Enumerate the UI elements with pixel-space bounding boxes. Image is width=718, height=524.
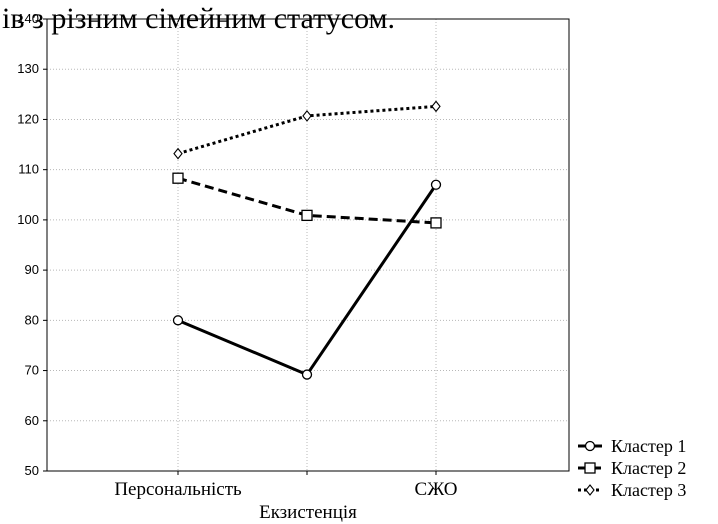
- y-tick-label: 140: [17, 11, 39, 26]
- x-axis-title: Екзистенція: [259, 502, 357, 523]
- legend-label: Кластер 3: [611, 480, 686, 500]
- y-tick-label: 110: [18, 162, 39, 177]
- series: [172, 100, 442, 380]
- y-tick-label: 80: [25, 312, 39, 327]
- x-tick-label: СЖО: [415, 479, 458, 500]
- data-point-series-1: [430, 179, 442, 190]
- data-point-series-3: [173, 147, 183, 160]
- legend-swatch-marker: [585, 484, 595, 496]
- legend-label: Кластер 1: [611, 436, 686, 456]
- data-point-series-2: [301, 209, 313, 222]
- x-axis: Персональність СЖО: [114, 471, 457, 500]
- plot-area: [46, 18, 570, 472]
- y-tick-label: 70: [25, 363, 39, 378]
- data-point-series-2: [172, 172, 184, 184]
- legend-swatch-marker: [584, 440, 596, 452]
- y-tick-label: 60: [25, 413, 39, 428]
- grid: [47, 19, 569, 471]
- data-point-series-1: [172, 315, 184, 326]
- y-tick-label: 100: [17, 212, 39, 227]
- y-tick-label: 130: [17, 61, 39, 76]
- legend-swatch-marker: [584, 462, 596, 474]
- legend-label: Кластер 2: [611, 458, 686, 478]
- data-point-series-3: [431, 100, 441, 113]
- data-point-series-1: [301, 369, 313, 380]
- data-point-series-2: [430, 217, 442, 229]
- data-point-series-3: [302, 110, 312, 122]
- y-tick-label: 120: [17, 111, 39, 126]
- y-axis: 50 60 70 80 90 100 110 120 130 140: [17, 11, 47, 478]
- y-tick-label: 50: [25, 463, 39, 478]
- x-tick-label: Персональність: [114, 479, 242, 500]
- y-tick-label: 90: [25, 262, 39, 277]
